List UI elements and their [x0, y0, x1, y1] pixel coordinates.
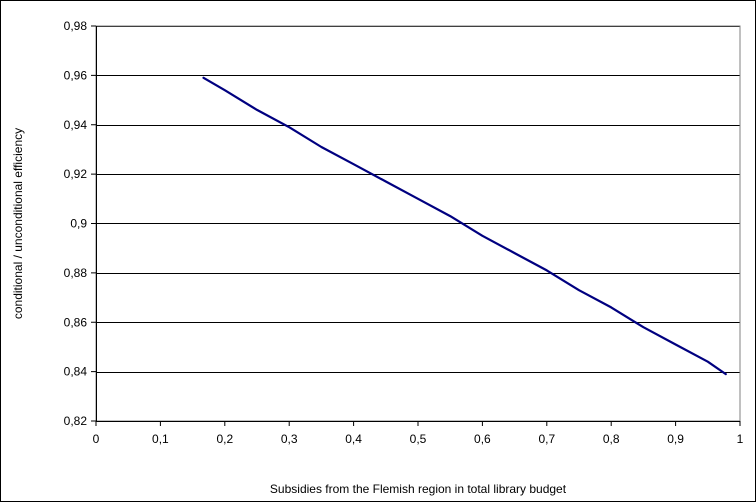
x-tick-label: 0,9	[667, 432, 684, 446]
y-tick-label: 0,82	[64, 414, 88, 428]
x-tick-label: 1	[737, 432, 744, 446]
y-axis-title: conditional / unconditional efficiency	[11, 128, 25, 319]
x-tick-label: 0,3	[281, 432, 298, 446]
x-tick-label: 0	[93, 432, 100, 446]
x-tick-label: 0,8	[603, 432, 620, 446]
y-tick-label: 0,96	[64, 68, 88, 82]
gridlines	[96, 26, 740, 373]
x-tick-label: 0,2	[216, 432, 233, 446]
x-tick-label: 0,5	[410, 432, 427, 446]
x-axis-ticks: 0 0,1 0,2 0,3 0,4 0,5 0,6 0,7 0,8 0,9 1	[93, 26, 744, 446]
y-tick-label: 0,98	[64, 19, 88, 33]
x-tick-label: 0,6	[474, 432, 491, 446]
x-tick-label: 0,4	[345, 432, 362, 446]
y-tick-label: 0,9	[70, 217, 87, 231]
x-axis-title: Subsidies from the Flemish region in tot…	[270, 482, 567, 496]
y-tick-label: 0,94	[64, 118, 88, 132]
y-tick-label: 0,88	[64, 266, 88, 280]
x-tick-label: 0,1	[152, 432, 169, 446]
y-tick-label: 0,86	[64, 315, 88, 329]
series-line	[202, 76, 727, 376]
y-tick-label: 0,84	[64, 365, 88, 379]
series-group	[202, 76, 727, 376]
y-axis-ticks: 0,82 0,84 0,86 0,88 0,9 0,92 0,94 0,96 0,98	[64, 19, 96, 428]
y-tick-label: 0,92	[64, 167, 88, 181]
x-tick-label: 0,7	[538, 432, 555, 446]
